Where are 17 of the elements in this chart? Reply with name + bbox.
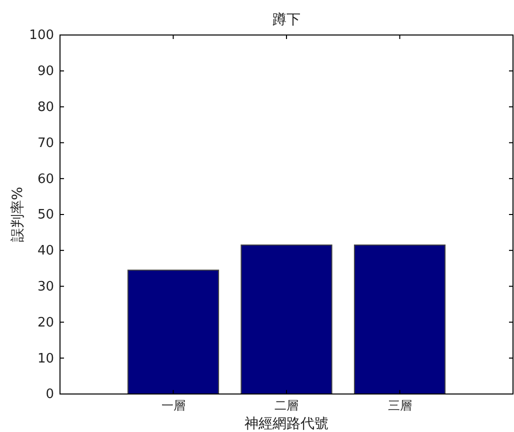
y-tick-label: 30: [37, 279, 54, 294]
y-tick-label: 60: [37, 172, 54, 187]
y-tick-label: 20: [37, 315, 54, 330]
y-tick-label: 70: [37, 136, 54, 151]
y-tick-label: 100: [29, 28, 54, 44]
chart-title: 蹲下: [272, 12, 300, 28]
y-axis-title: 誤判率%: [10, 186, 26, 242]
x-tick-label: 三層: [388, 398, 412, 413]
y-tick-label: 80: [37, 100, 54, 115]
y-tick-label: 10: [37, 351, 54, 366]
y-tick-label: 90: [37, 64, 54, 80]
y-tick-label: 0: [46, 387, 54, 402]
x-tick-label: 一層: [161, 398, 186, 413]
y-tick-label: 50: [37, 208, 54, 223]
x-tick-label: 二層: [274, 398, 298, 413]
x-axis-title: 神經網路代號: [244, 416, 328, 432]
y-tick-label: 40: [37, 244, 54, 259]
